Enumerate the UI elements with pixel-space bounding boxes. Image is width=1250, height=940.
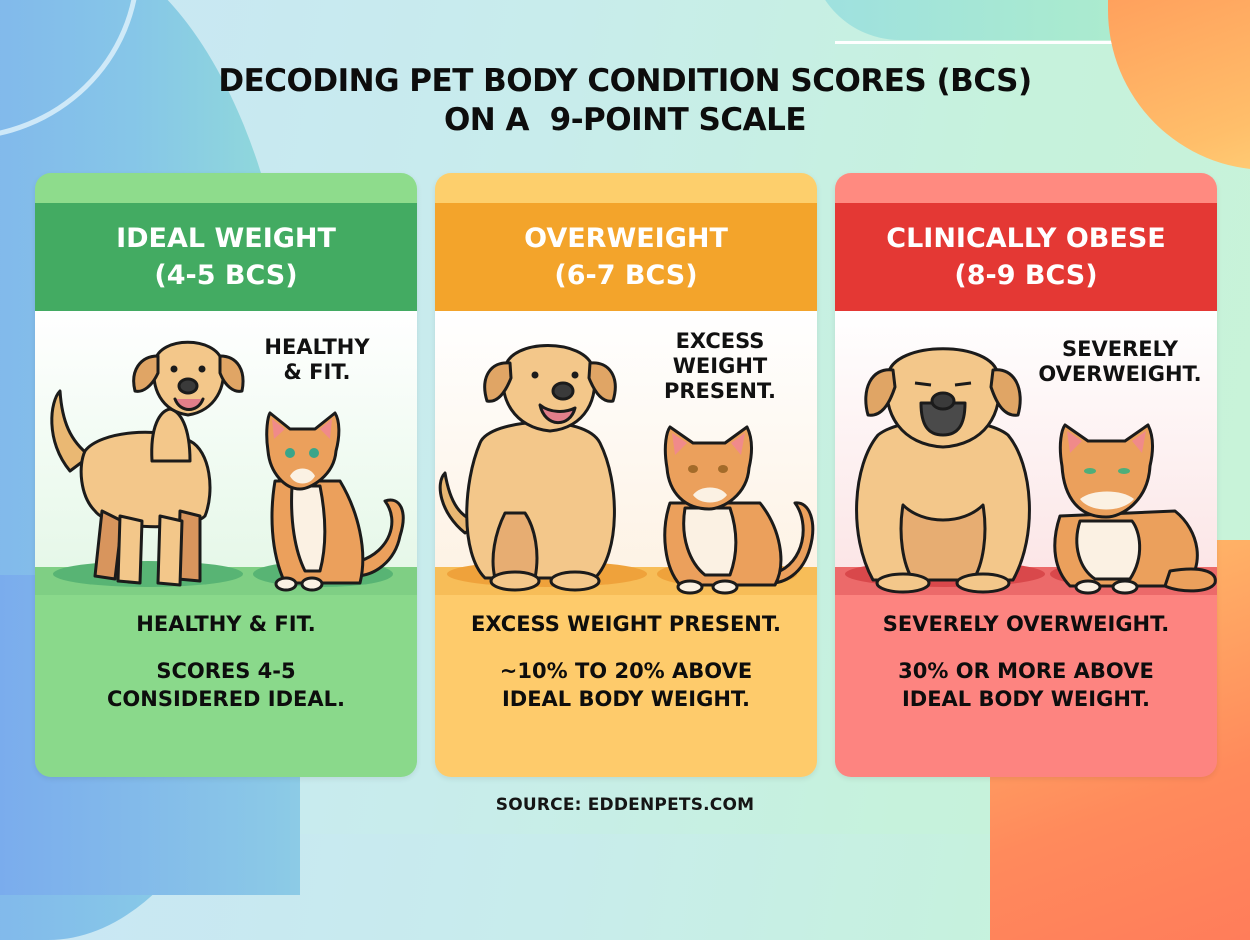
card-detail: SCORES 4-5 CONSIDERED IDEAL. [106,659,345,711]
card-range: (4-5 BCS) [154,260,298,291]
decorative-line [835,41,1115,44]
side-label: SEVERELY OVERWEIGHT. [1038,337,1202,386]
card-footer: EXCESS WEIGHT PRESENT. ~10% TO 20% ABOVE… [435,595,817,777]
card-title: CLINICALLY OBESE [886,223,1166,254]
card-range: (8-9 BCS) [954,260,1098,291]
card-header: CLINICALLY OBESE (8-9 BCS) [835,203,1217,311]
card-summary: HEALTHY & FIT. [136,612,316,636]
card-summary: SEVERELY OVERWEIGHT. [882,612,1170,636]
page-title: DECODING PET BODY CONDITION SCORES (BCS)… [0,62,1250,140]
obese-cat-icon [1053,423,1217,595]
side-label: HEALTHY & FIT. [264,335,370,384]
title-line-1: DECODING PET BODY CONDITION SCORES (BCS) [218,63,1032,99]
chubby-dog-icon [438,344,617,592]
card-footer: HEALTHY & FIT. SCORES 4-5 CONSIDERED IDE… [35,595,417,777]
card-detail: 30% OR MORE ABOVE IDEAL BODY WEIGHT. [898,659,1154,711]
card-overweight: OVERWEIGHT (6-7 BCS) EXCESS WEIGHT PRESE… [435,173,817,777]
illustration-overweight: EXCESS WEIGHT PRESENT. [435,311,817,595]
obese-dog-icon [855,347,1031,594]
card-detail: ~10% TO 20% ABOVE IDEAL BODY WEIGHT. [499,659,753,711]
card-range: (6-7 BCS) [554,260,698,291]
illustration-obese: SEVERELY OVERWEIGHT. [835,311,1217,595]
side-label: EXCESS WEIGHT PRESENT. [663,329,777,403]
title-line-2: ON A 9-POINT SCALE [443,102,807,138]
source-credit: SOURCE: EDDENPETS.COM [495,795,755,815]
illustration-ideal: HEALTHY & FIT. [35,311,417,595]
card-footer: SEVERELY OVERWEIGHT. 30% OR MORE ABOVE I… [835,595,1217,777]
lean-cat-icon [265,411,405,592]
card-ideal-weight: IDEAL WEIGHT (4-5 BCS) HEALTHY & FIT. [35,173,417,777]
card-clinically-obese: CLINICALLY OBESE (8-9 BCS) SEVERELY OVER… [835,173,1217,777]
chubby-cat-icon [663,425,815,595]
card-title: IDEAL WEIGHT [116,223,336,254]
card-title: OVERWEIGHT [524,223,728,254]
card-header: OVERWEIGHT (6-7 BCS) [435,203,817,311]
card-summary: EXCESS WEIGHT PRESENT. [471,612,781,636]
lean-dog-icon [50,340,245,587]
card-header: IDEAL WEIGHT (4-5 BCS) [35,203,417,311]
